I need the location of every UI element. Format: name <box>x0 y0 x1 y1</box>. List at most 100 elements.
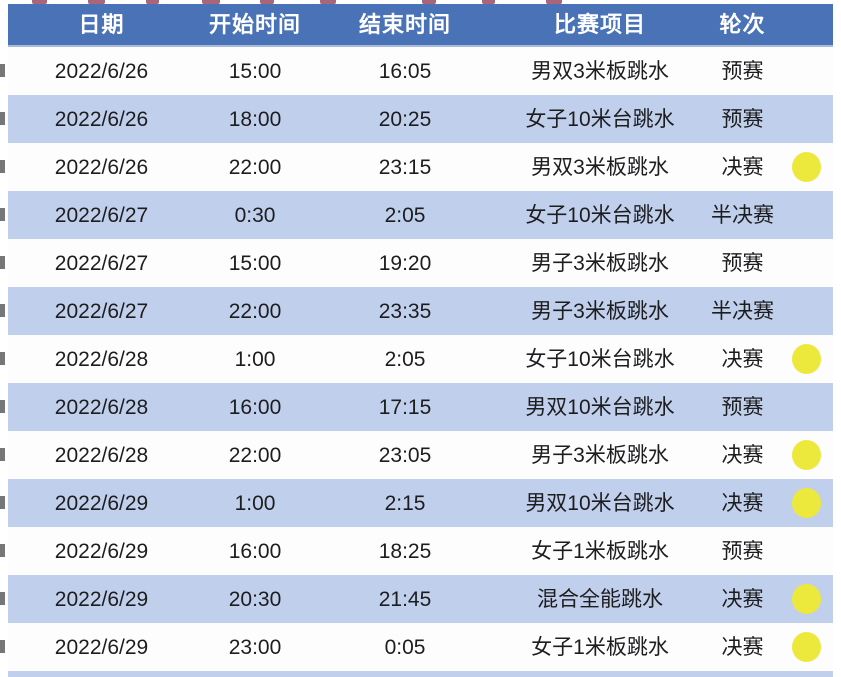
cell-start-time: 22:00 <box>228 155 282 179</box>
cell-start-time: 22:00 <box>228 443 282 467</box>
cell-date: 2022/6/27 <box>54 299 149 323</box>
header-round: 轮次 <box>719 11 766 37</box>
medal-cell <box>780 440 833 470</box>
gold-medal-dot-icon <box>792 152 821 182</box>
cell-event: 女子1米板跳水 <box>531 539 669 563</box>
cell-start-time: 16:00 <box>228 539 282 563</box>
medal-cell <box>780 488 833 518</box>
cell-event: 男子3米板跳水 <box>531 443 669 467</box>
cell-event: 男子3米板跳水 <box>531 299 669 323</box>
cell-date: 2022/6/29 <box>54 635 149 659</box>
medal-cell <box>780 584 833 614</box>
cell-start-time: 15:00 <box>228 251 282 275</box>
cell-start-time: 1:00 <box>234 347 276 371</box>
table-row: 2022/6/29 23:00 0:05 女子1米板跳水 决赛 <box>0 623 833 671</box>
red-text-fragment <box>260 0 274 4</box>
cell-end-time: 2:05 <box>384 203 426 227</box>
header-start-time: 开始时间 <box>208 11 301 37</box>
red-text-fragment <box>320 0 336 4</box>
schedule-table: 日期 开始时间 结束时间 比赛项目 轮次 2022/6/26 15:00 16:05… <box>0 4 833 677</box>
cell-date: 2022/6/29 <box>54 491 149 515</box>
table-row: 2022/6/28 1:00 2:05 女子10米台跳水 决赛 <box>0 335 833 383</box>
cell-date: 2022/6/29 <box>54 539 149 563</box>
gold-medal-dot-icon <box>792 584 821 614</box>
cell-round: 决赛 <box>721 491 764 515</box>
cell-event: 女子10米台跳水 <box>525 203 675 227</box>
table-row: 2022/6/28 22:00 23:05 男子3米板跳水 决赛 <box>0 431 833 479</box>
medal-cell <box>780 632 833 662</box>
cell-start-time: 15:00 <box>228 59 282 83</box>
cell-end-time: 23:15 <box>378 155 432 179</box>
cell-date: 2022/6/26 <box>54 155 149 179</box>
cell-event: 男子3米板跳水 <box>531 251 669 275</box>
cell-date: 2022/6/27 <box>54 251 149 275</box>
cell-round: 半决赛 <box>711 203 774 227</box>
cell-start-time: 23:00 <box>228 635 282 659</box>
cell-event: 混合全能跳水 <box>537 587 663 611</box>
cropped-title-remnant <box>0 0 841 4</box>
cell-date: 2022/6/28 <box>54 443 149 467</box>
cell-round: 预赛 <box>721 395 764 419</box>
cell-round: 决赛 <box>721 587 764 611</box>
gold-medal-dot-icon <box>792 632 821 662</box>
medal-cell <box>780 344 833 374</box>
cell-round: 决赛 <box>721 635 764 659</box>
cell-date: 2022/6/27 <box>54 203 149 227</box>
table-row: 2022/6/27 15:00 19:20 男子3米板跳水 预赛 <box>0 239 833 287</box>
medal-cell <box>780 152 833 182</box>
cell-end-time: 23:05 <box>378 443 432 467</box>
red-text-fragment <box>146 0 159 4</box>
cell-round: 决赛 <box>721 443 764 467</box>
red-text-fragment <box>482 0 495 4</box>
header-event: 比赛项目 <box>553 11 646 37</box>
red-text-fragment <box>202 0 220 4</box>
red-text-fragment <box>32 0 47 4</box>
table-row: 2022/6/27 0:30 2:05 女子10米台跳水 半决赛 <box>0 191 833 239</box>
table-row: 2022/6/26 22:00 23:15 男双3米板跳水 决赛 <box>0 143 833 191</box>
gold-medal-dot-icon <box>792 488 821 518</box>
cell-event: 女子10米台跳水 <box>525 347 675 371</box>
cell-event: 女子10米台跳水 <box>525 107 675 131</box>
table-body: 2022/6/26 15:00 16:05 男双3米板跳水 预赛 2022/6/26 18:… <box>0 47 833 671</box>
partial-next-row <box>8 671 833 677</box>
cell-event: 男双10米台跳水 <box>525 395 675 419</box>
cell-start-time: 22:00 <box>228 299 282 323</box>
cell-end-time: 19:20 <box>378 251 432 275</box>
cell-round: 决赛 <box>721 155 764 179</box>
gold-medal-dot-icon <box>792 440 821 470</box>
cell-date: 2022/6/26 <box>54 107 149 131</box>
cell-end-time: 18:25 <box>378 539 432 563</box>
cell-date: 2022/6/26 <box>54 59 149 83</box>
cell-date: 2022/6/28 <box>54 395 149 419</box>
cell-round: 预赛 <box>721 107 764 131</box>
cell-start-time: 20:30 <box>228 587 282 611</box>
header-end-time: 结束时间 <box>358 11 451 37</box>
cell-date: 2022/6/29 <box>54 587 149 611</box>
cell-end-time: 21:45 <box>378 587 432 611</box>
table-row: 2022/6/28 16:00 17:15 男双10米台跳水 预赛 <box>0 383 833 431</box>
gold-medal-dot-icon <box>792 344 821 374</box>
table-row: 2022/6/29 20:30 21:45 混合全能跳水 决赛 <box>0 575 833 623</box>
cell-end-time: 23:35 <box>378 299 432 323</box>
cell-start-time: 16:00 <box>228 395 282 419</box>
cell-round: 半决赛 <box>711 299 774 323</box>
table-header-row: 日期 开始时间 结束时间 比赛项目 轮次 <box>8 4 833 47</box>
cell-end-time: 2:05 <box>384 347 426 371</box>
cell-round: 预赛 <box>721 59 764 83</box>
cell-start-time: 1:00 <box>234 491 276 515</box>
table-row: 2022/6/26 15:00 16:05 男双3米板跳水 预赛 <box>0 47 833 95</box>
table-row: 2022/6/27 22:00 23:35 男子3米板跳水 半决赛 <box>0 287 833 335</box>
table-row: 2022/6/26 18:00 20:25 女子10米台跳水 预赛 <box>0 95 833 143</box>
cell-event: 男双10米台跳水 <box>525 491 675 515</box>
red-text-fragment <box>422 0 436 4</box>
cell-event: 女子1米板跳水 <box>531 635 669 659</box>
cell-end-time: 16:05 <box>378 59 432 83</box>
red-text-fragment <box>546 0 562 4</box>
table-row: 2022/6/29 16:00 18:25 女子1米板跳水 预赛 <box>0 527 833 575</box>
red-text-fragment <box>88 0 105 4</box>
cell-event: 男双3米板跳水 <box>531 155 669 179</box>
cell-event: 男双3米板跳水 <box>531 59 669 83</box>
table-row: 2022/6/29 1:00 2:15 男双10米台跳水 决赛 <box>0 479 833 527</box>
cell-end-time: 0:05 <box>384 635 426 659</box>
